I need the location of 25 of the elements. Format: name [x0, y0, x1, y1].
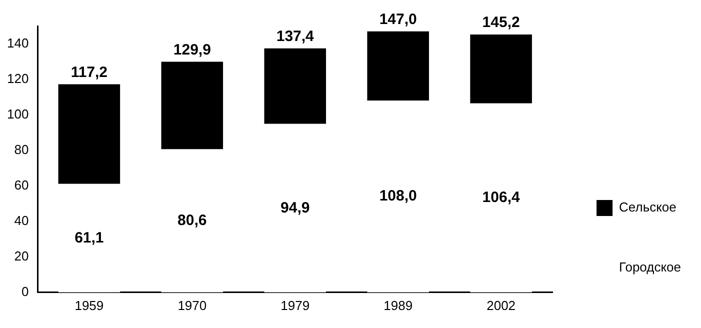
text: Городское [619, 260, 681, 275]
total-label: 145,2 [482, 14, 520, 32]
total-label: 117,2 [70, 64, 108, 81]
y-tick-label: 60 [14, 177, 29, 192]
legend-label: Сельское [619, 200, 676, 215]
x-tick-label: 1959 [74, 298, 104, 313]
data-label: 108,0 [379, 188, 417, 205]
y-tick-label: 80 [14, 142, 29, 157]
data-label: 94,9 [280, 199, 310, 216]
y-tick-label: 120 [6, 70, 29, 86]
data-label: 106,4 [482, 189, 520, 206]
data-label: 61,1 [74, 229, 104, 246]
x-tick-label: 1970 [178, 298, 207, 313]
total-label: 147,0 [379, 10, 417, 28]
total-label: 137,4 [276, 28, 315, 46]
y-tick-label: 0 [21, 284, 29, 299]
x-tick-label: 1979 [280, 298, 310, 313]
x-tick-label: 1989 [384, 298, 413, 313]
y-tick-label: 20 [14, 248, 29, 264]
total-label: 129,9 [173, 41, 211, 58]
x-tick-label: 2002 [486, 298, 516, 313]
y-tick-label: 140 [6, 35, 29, 50]
y-tick-label: 40 [14, 212, 29, 228]
y-tick-label: 100 [6, 106, 29, 122]
data-label: 80,6 [178, 212, 207, 229]
